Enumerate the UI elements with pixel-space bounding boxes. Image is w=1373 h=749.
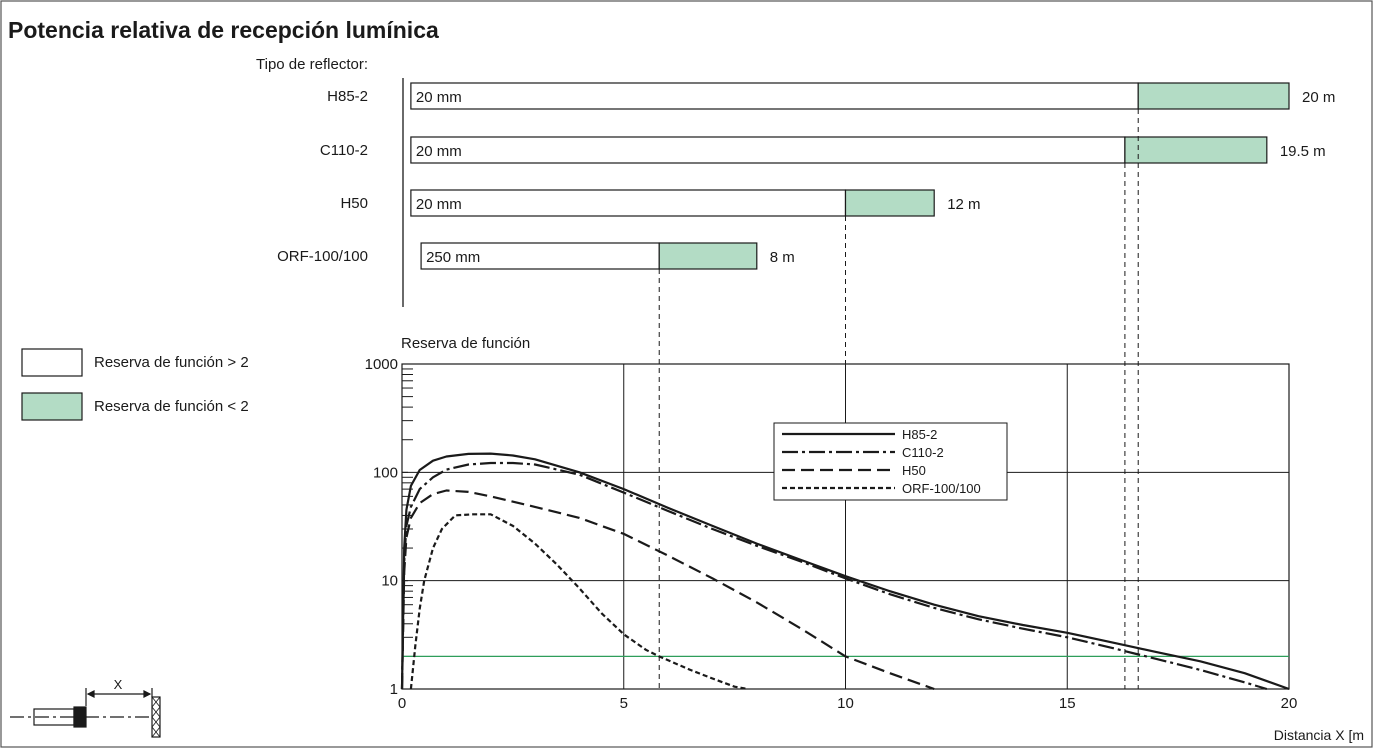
legend-entry: ORF-100/100 [902,481,981,496]
bar-start-label: 20 mm [416,196,462,213]
bar-segment-above-2 [410,136,1126,164]
curves [400,452,1290,691]
range-bars: 20 mm 20 m 20 mm 19.5 m 20 mm 12 m 250 mm 8 m [410,82,1335,270]
reflector-hatch [151,696,161,738]
bar-segment-below-2 [658,242,758,270]
series-line [400,489,935,691]
reflector-label: C110-2 [320,142,368,159]
bar-segment-above-2 [410,189,847,217]
x-axis-title: Distancia X [m [1274,727,1364,743]
legend-entry: C110-2 [902,445,944,460]
reflector-label: ORF-100/100 [277,248,368,265]
bar-start-label: 20 mm [416,143,462,160]
reflector-label: H50 [340,195,368,212]
y-tick-label: 10 [381,573,398,590]
reflector-header: Tipo de reflector: [256,56,368,73]
reflector-label: H85-2 [327,88,368,105]
y-tick-label: 100 [373,464,398,481]
x-tick-label: 20 [1281,695,1298,712]
legend-entry: H85-2 [902,427,937,442]
reflector-shape [151,696,161,738]
bar-end-label: 20 m [1302,89,1335,106]
bar-segment-below-2 [844,189,935,217]
tick-labels: 0 5 10 15 20 1 10 100 1000 [365,356,1298,712]
sensor-diagram [10,688,161,738]
bar-end-label: 19.5 m [1280,143,1326,160]
legend-samples [782,432,895,490]
series-line [409,513,749,691]
legend-box-label: Reserva de función > 2 [94,354,249,371]
bar-segment-below-2 [1137,82,1290,110]
bar-end-label: 8 m [770,249,795,266]
bar-end-label: 12 m [947,196,980,213]
y-tick-label: 1000 [365,356,398,373]
x-tick-label: 5 [620,695,628,712]
bar-segment-above-2 [410,82,1139,110]
chart-title: Potencia relativa de recepción lumínica [8,17,439,43]
bar-segment-below-2 [1124,136,1268,164]
dimension-arrow [86,690,152,698]
x-tick-label: 10 [837,695,854,712]
legend-box-below-2 [21,392,83,421]
series-line [400,461,1268,691]
x-tick-label: 0 [398,695,406,712]
legend-box-above-2 [21,348,83,377]
y-axis-title: Reserva de función [401,335,530,352]
series-line [400,452,1290,691]
legend-box-label: Reserva de función < 2 [94,398,249,415]
legend-entry: H50 [902,463,926,478]
x-tick-label: 15 [1059,695,1076,712]
line-legend: H85-2 C110-2 H50 ORF-100/100 [773,422,1008,501]
bar-segment-above-2 [420,242,660,270]
sensor-lens [73,706,87,728]
bar-start-label: 20 mm [416,89,462,106]
plot-area: 0 5 10 15 20 1 10 100 1000 [365,356,1298,712]
dimension-label: X [114,677,123,692]
y-tick-label: 1 [390,681,398,698]
bar-start-label: 250 mm [426,249,480,266]
